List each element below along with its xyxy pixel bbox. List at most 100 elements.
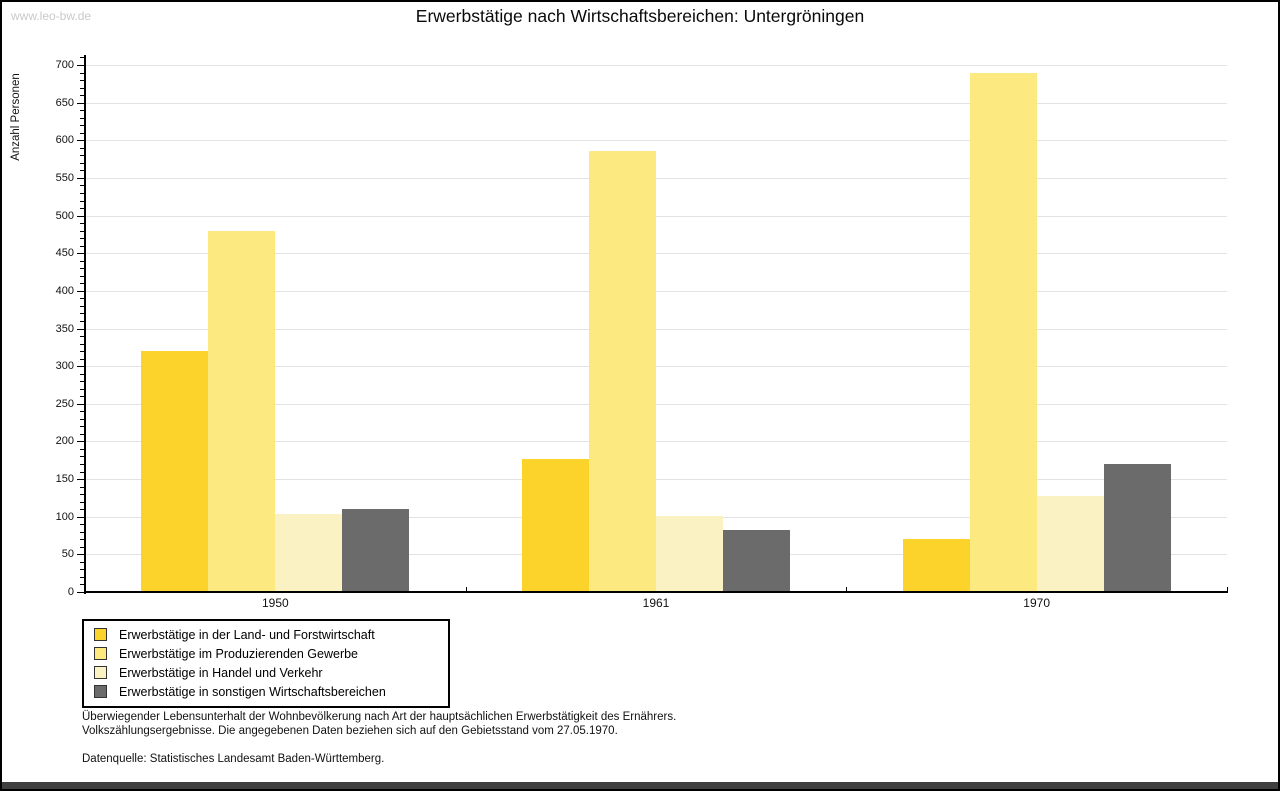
- y-axis-tick-minor: [80, 456, 84, 458]
- gridline-600: [85, 140, 1227, 142]
- y-axis-tick-major: [77, 65, 84, 66]
- y-axis-tick-major: [77, 328, 84, 330]
- bar-1950-series4: [342, 509, 410, 592]
- y-axis-tick-major: [77, 177, 84, 179]
- gridline-300: [85, 366, 1227, 368]
- bar-1970-series3: [1036, 496, 1104, 592]
- y-tick-label-300: 300: [55, 360, 74, 373]
- y-axis-tick-minor: [80, 283, 84, 285]
- footnote-line-2: Volkszählungsergebnisse. Die angegebenen…: [82, 724, 618, 737]
- bar-1961-series3: [656, 515, 723, 592]
- y-axis-tick-minor: [80, 275, 84, 277]
- y-axis-tick-minor: [80, 546, 84, 548]
- y-axis-tick-minor: [80, 501, 84, 503]
- legend-item-4: Erwerbstätige in sonstigen Wirtschaftsbe…: [92, 682, 440, 701]
- y-axis-tick-minor: [80, 208, 84, 210]
- footnote: Überwiegender Lebensunterhalt der Wohnbe…: [82, 711, 676, 767]
- y-tick-label-50: 50: [61, 548, 74, 561]
- y-axis-tick-minor: [80, 162, 84, 164]
- bar-1961-series4: [723, 530, 790, 592]
- gridline-250: [85, 403, 1227, 405]
- x-axis-tick: [465, 587, 467, 592]
- y-axis-tick-minor: [80, 80, 84, 82]
- gridline-150: [85, 479, 1227, 481]
- y-axis-tick-major: [77, 479, 84, 481]
- gridline-200: [85, 441, 1227, 443]
- y-axis-tick-major: [77, 516, 84, 518]
- y-axis-tick-minor: [80, 320, 84, 322]
- x-axis-tick: [1227, 587, 1228, 592]
- gridline-500: [85, 215, 1227, 217]
- y-axis-tick-minor: [80, 494, 84, 496]
- y-tick-label-600: 600: [55, 134, 74, 147]
- y-axis-tick-minor: [80, 381, 84, 383]
- bar-1970-series2: [969, 72, 1037, 592]
- y-axis-tick-minor: [80, 448, 84, 450]
- bar-1961-series1: [522, 458, 589, 592]
- y-axis-tick-minor: [80, 87, 84, 89]
- legend-swatch-icon: [94, 685, 107, 698]
- y-axis-tick-minor: [80, 358, 84, 360]
- y-axis-tick-minor: [80, 561, 84, 563]
- y-axis-tick-major: [77, 215, 84, 217]
- y-axis-tick-minor: [80, 343, 84, 345]
- footnote-line-1: Überwiegender Lebensunterhalt der Wohnbe…: [82, 711, 677, 723]
- legend-swatch-icon: [94, 666, 107, 679]
- bar-1970-series4: [1103, 464, 1171, 592]
- y-tick-label-150: 150: [55, 473, 74, 486]
- y-axis-tick-minor: [80, 576, 84, 578]
- bar-1961-series2: [589, 150, 656, 592]
- y-axis-tick-minor: [80, 464, 84, 465]
- x-axis-tick: [846, 587, 848, 592]
- y-axis-tick-minor: [80, 531, 84, 533]
- y-tick-label-400: 400: [55, 284, 74, 297]
- x-tick-label-1950: 1950: [261, 596, 289, 610]
- y-axis-tick-major: [77, 403, 84, 405]
- y-axis-tick-minor: [80, 260, 84, 262]
- y-axis-label: Anzahl Personen: [10, 73, 22, 161]
- y-axis-tick-minor: [80, 336, 84, 338]
- y-axis-tick-major: [77, 441, 84, 443]
- y-axis-tick-minor: [80, 117, 84, 119]
- y-axis-tick-major: [77, 592, 84, 593]
- y-axis-tick-minor: [80, 426, 84, 428]
- y-axis-tick-minor: [80, 539, 84, 541]
- y-axis-tick-minor: [80, 147, 84, 149]
- y-axis-tick-minor: [80, 230, 84, 232]
- legend-label: Erwerbstätige in der Land- und Forstwirt…: [119, 627, 375, 642]
- legend-item-2: Erwerbstätige im Produzierenden Gewerbe: [92, 644, 440, 663]
- legend-label: Erwerbstätige im Produzierenden Gewerbe: [119, 646, 359, 661]
- y-axis-tick-minor: [80, 471, 84, 473]
- y-axis-tick-minor: [80, 238, 84, 240]
- bar-1950-series1: [141, 351, 209, 592]
- y-tick-label-700: 700: [55, 59, 74, 71]
- y-axis-tick-minor: [80, 132, 84, 134]
- y-axis-tick-minor: [80, 418, 84, 420]
- y-tick-label-250: 250: [55, 397, 74, 410]
- y-axis-tick-minor: [80, 373, 84, 375]
- y-axis-tick-minor: [80, 185, 84, 187]
- y-axis-tick-major: [77, 140, 84, 142]
- y-axis-tick-major: [77, 366, 84, 368]
- y-axis-tick-minor: [80, 396, 84, 398]
- y-axis-tick-minor: [80, 486, 84, 488]
- bar-1950-series3: [275, 513, 343, 592]
- y-axis-tick-minor: [80, 57, 84, 59]
- x-axis-line: [84, 591, 1228, 593]
- y-axis-tick-minor: [80, 305, 84, 307]
- y-tick-label-350: 350: [55, 322, 74, 335]
- y-tick-label-500: 500: [55, 209, 74, 222]
- y-tick-label-450: 450: [55, 247, 74, 260]
- gridline-350: [85, 328, 1227, 330]
- y-axis-line: [84, 55, 86, 594]
- y-axis-tick-minor: [80, 72, 84, 74]
- y-axis-tick-minor: [80, 411, 84, 413]
- bar-1950-series2: [208, 230, 276, 592]
- y-axis-tick-major: [77, 290, 84, 292]
- y-tick-label-100: 100: [55, 510, 74, 523]
- y-axis-tick-minor: [80, 584, 84, 586]
- y-axis-tick-minor: [80, 313, 84, 315]
- y-axis-tick-minor: [80, 388, 84, 390]
- y-tick-label-550: 550: [55, 171, 74, 184]
